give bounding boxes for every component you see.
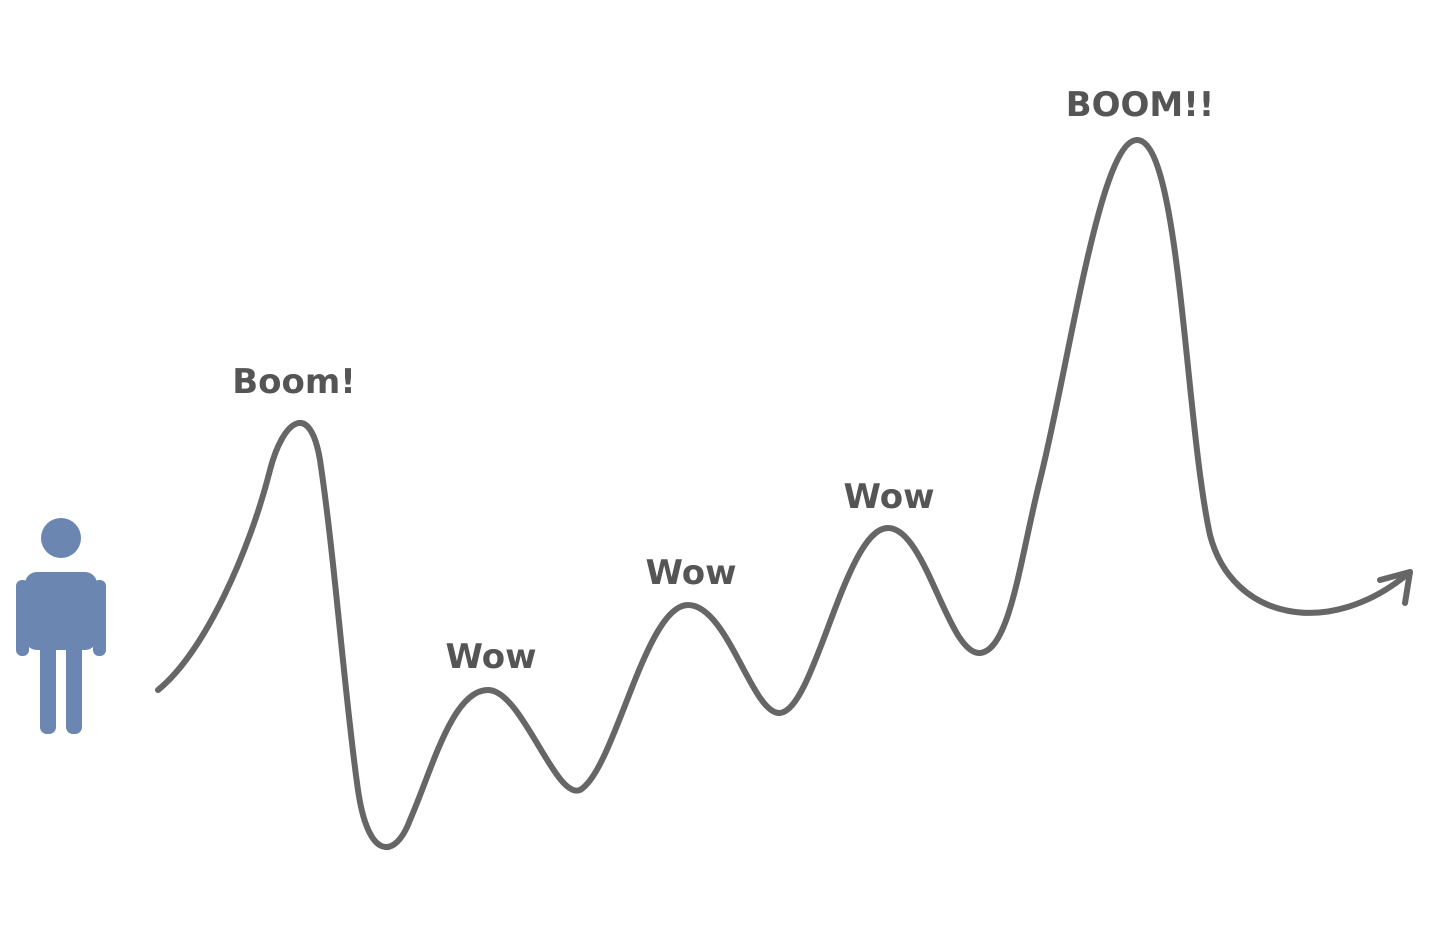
person-torso	[25, 572, 97, 650]
arrowhead-icon	[1377, 569, 1413, 606]
journey-curve	[155, 137, 1413, 850]
label-wow-3: Wow	[843, 477, 934, 517]
person-left-arm	[16, 580, 29, 656]
person-left-leg	[40, 630, 56, 734]
person-icon	[16, 518, 106, 734]
person-right-leg	[66, 630, 82, 734]
label-boom-final: BOOM!!	[1066, 85, 1215, 125]
label-wow-2: Wow	[645, 553, 736, 593]
label-wow-1: Wow	[445, 637, 536, 677]
person-right-arm	[93, 580, 106, 656]
person-head	[41, 518, 81, 558]
label-boom: Boom!	[232, 362, 356, 402]
